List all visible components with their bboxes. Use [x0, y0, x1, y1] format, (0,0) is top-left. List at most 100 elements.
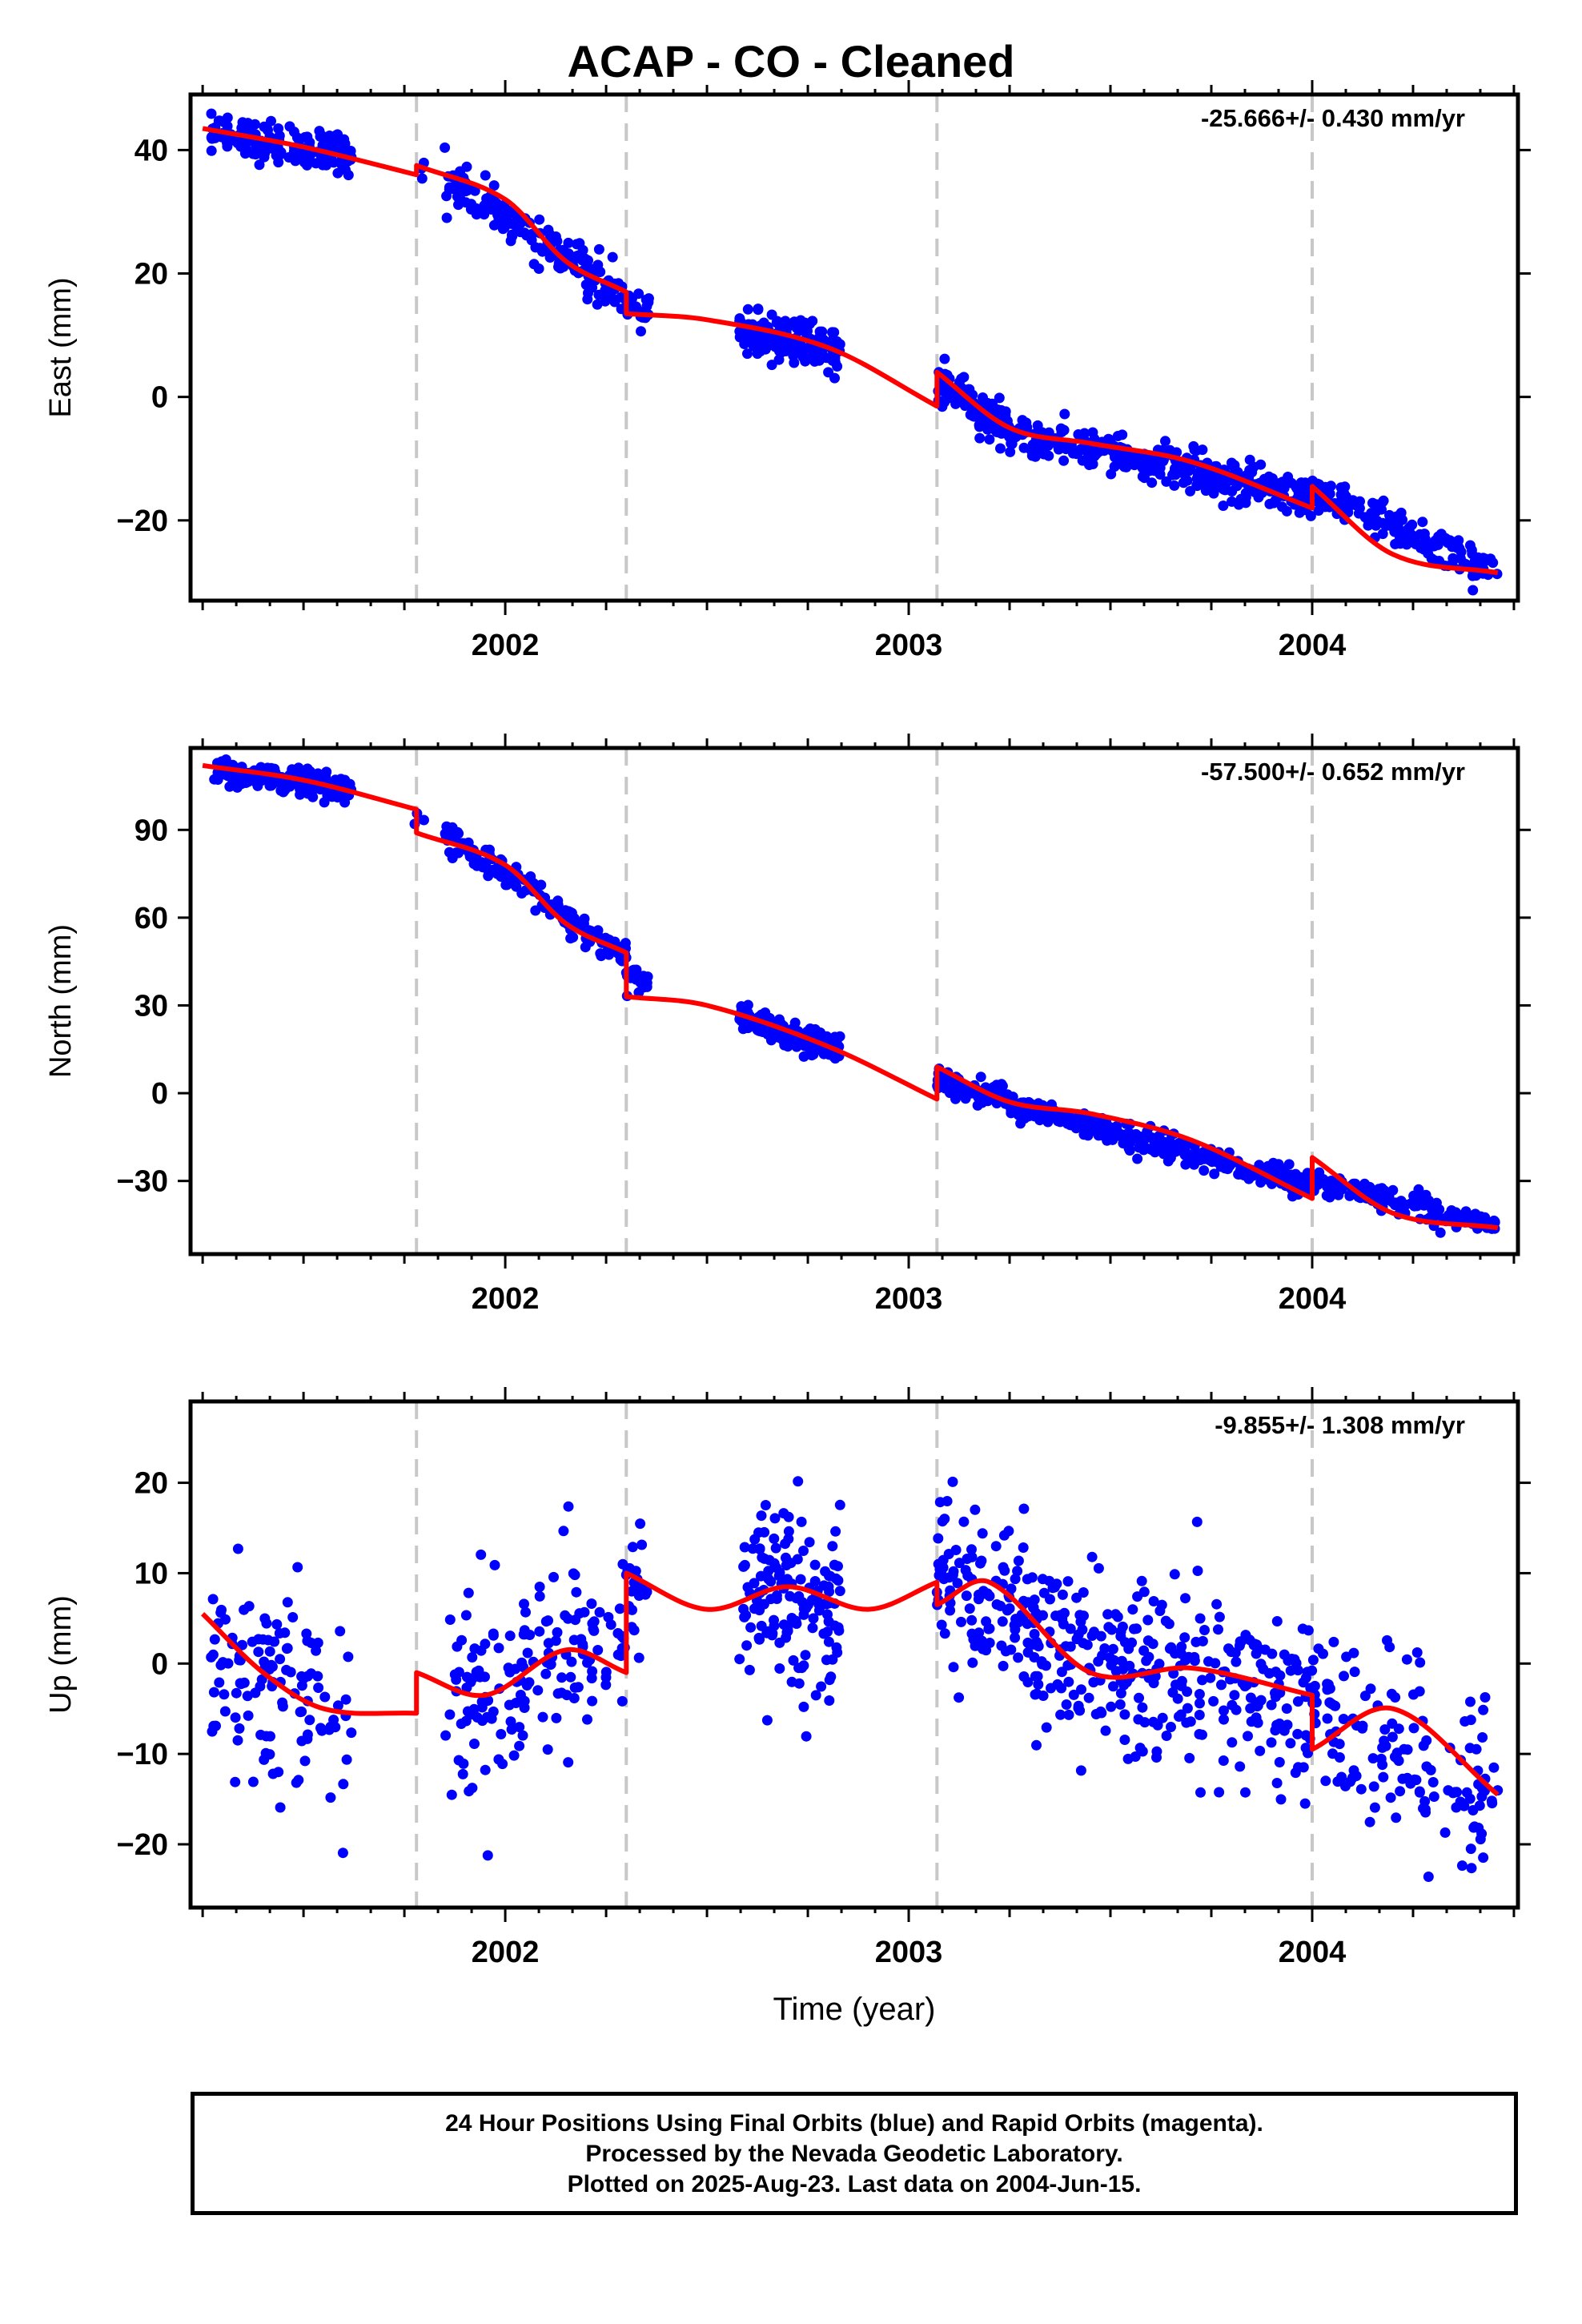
data-point: [1003, 1526, 1014, 1537]
plot-area: [201, 1401, 1504, 1908]
panel-2: 2002 2003 2004 −30 0 30 60 90 North (mm) -57.500+…: [44, 734, 1531, 1316]
data-point: [568, 913, 580, 924]
data-point: [1107, 1128, 1118, 1138]
data-point: [833, 1622, 844, 1633]
data-point: [332, 129, 343, 140]
data-point: [777, 1035, 789, 1046]
data-point: [496, 1729, 507, 1739]
x-ticks: [201, 1387, 1516, 1922]
data-point: [1197, 1675, 1208, 1686]
data-point: [824, 1675, 835, 1686]
data-point: [313, 1683, 324, 1693]
data-point: [833, 1575, 844, 1586]
data-point: [575, 919, 586, 931]
data-point: [1134, 1743, 1146, 1754]
data-point: [1207, 472, 1219, 483]
data-point: [1005, 446, 1016, 457]
data-point: [766, 309, 777, 320]
data-point: [463, 1587, 474, 1598]
data-point: [1319, 481, 1331, 493]
data-point: [1154, 1606, 1166, 1616]
data-point: [982, 1588, 993, 1599]
data-point: [952, 1578, 963, 1589]
data-point: [273, 157, 284, 168]
data-point: [1401, 1654, 1412, 1665]
data-point: [1387, 1731, 1398, 1743]
data-point: [1453, 535, 1464, 546]
data-point: [1191, 445, 1202, 456]
data-point: [1115, 1687, 1126, 1699]
data-point: [295, 789, 306, 800]
data-point: [282, 1597, 293, 1608]
y-ticks: [178, 1482, 1531, 1846]
x-ticks: [201, 734, 1516, 1269]
data-point: [1443, 1785, 1454, 1796]
data-point: [534, 214, 545, 225]
data-point: [281, 1643, 292, 1655]
data-point: [1106, 1624, 1118, 1635]
chart-title: ACAP - CO - Cleaned: [567, 36, 1015, 86]
data-point: [254, 159, 265, 171]
data-point: [1110, 1666, 1122, 1677]
data-point: [526, 235, 537, 246]
data-point: [1102, 1609, 1114, 1620]
data-point: [966, 409, 977, 420]
data-point: [267, 1768, 279, 1779]
data-point: [247, 1776, 259, 1787]
data-point: [319, 1691, 331, 1703]
data-point: [1151, 1752, 1162, 1763]
data-point: [1428, 541, 1439, 552]
data-point: [827, 327, 837, 338]
data-point: [1058, 424, 1070, 436]
data-point: [1281, 505, 1292, 517]
data-point: [540, 1668, 552, 1679]
data-point: [1166, 1642, 1177, 1653]
y-tick-label: 40: [135, 134, 168, 167]
data-point: [1013, 1652, 1024, 1663]
data-point: [1108, 1681, 1118, 1692]
footer-line-1: 24 Hour Positions Using Final Orbits (bl…: [445, 2110, 1263, 2137]
data-point: [1240, 1787, 1251, 1798]
panel-frame: [188, 746, 1520, 1256]
data-point: [534, 1582, 545, 1592]
data-point: [1090, 1125, 1101, 1136]
data-point: [1205, 1672, 1216, 1683]
data-point: [643, 296, 654, 308]
data-point: [532, 1685, 544, 1696]
data-point: [1112, 431, 1123, 441]
data-point: [548, 1571, 559, 1582]
data-point: [316, 1725, 327, 1736]
data-point: [1078, 1610, 1089, 1622]
data-point: [488, 180, 500, 191]
data-point: [939, 353, 950, 364]
data-point: [587, 1695, 598, 1707]
data-point: [1299, 1798, 1311, 1809]
data-point: [1195, 1613, 1206, 1624]
data-point: [1134, 1692, 1144, 1703]
data-point: [1307, 1655, 1319, 1666]
data-point: [834, 1031, 845, 1042]
data-point: [1130, 1751, 1141, 1762]
data-point: [1043, 450, 1054, 461]
data-point: [1292, 1728, 1303, 1739]
data-point: [346, 1727, 357, 1739]
data-point: [823, 1636, 834, 1647]
data-point: [1013, 1109, 1024, 1120]
data-point: [1365, 1683, 1376, 1695]
data-point: [1057, 1589, 1068, 1600]
data-point: [518, 1629, 529, 1640]
data-point: [1266, 1699, 1277, 1711]
x-tick-label: 2003: [875, 1936, 943, 1969]
data-point: [504, 1630, 516, 1642]
data-point: [265, 1731, 275, 1742]
data-point: [565, 1671, 576, 1683]
data-point: [1309, 1680, 1320, 1691]
data-point: [1051, 1578, 1062, 1590]
x-tick-label: 2003: [875, 629, 943, 662]
data-point: [1127, 1130, 1138, 1141]
data-point: [1195, 475, 1207, 486]
data-point: [604, 949, 615, 960]
data-point: [1334, 1752, 1345, 1763]
data-point: [1141, 1143, 1152, 1154]
data-point: [1160, 436, 1170, 447]
